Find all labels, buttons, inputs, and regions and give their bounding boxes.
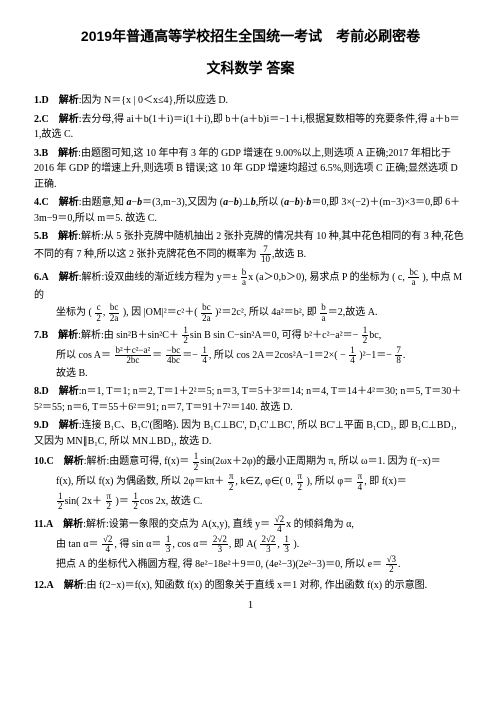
ans-5: 5.B 解析:解析:从 5 张扑克牌中随机抽出 2 张扑克牌的情况共有 10 种… <box>34 229 467 264</box>
ans-10: 10.C 解析:解析:由题意可得, f(x)＝ 12sin(2ωx＋2φ)的最小… <box>34 452 467 512</box>
ans-9: 9.D 解析:连接 B₁C、B₁C'(图略). 因为 B₁C⊥BC', D₁C'… <box>34 418 467 449</box>
ans-4: 4.C 解析:由题意,知 a−b＝(3,m−3),又因为 (a−b)⊥b,所以 … <box>34 195 467 226</box>
title-sub: 文科数学 答案 <box>34 58 467 80</box>
ans-2: 2.C 解析:去分母,得 ai＋b(1＋i)＝i(1＋i),即 b＋(a＋b)i… <box>34 112 467 143</box>
ans-6: 6.A 解析:解析:设双曲线的渐近线方程为 y＝± bax (a＞0,b＞0),… <box>34 268 467 323</box>
page: 2019年普通高等学校招生全国统一考试 考前必刷密卷 文科数学 答案 1.D 解… <box>0 0 501 614</box>
title-main: 2019年普通高等学校招生全国统一考试 考前必刷密卷 <box>34 26 467 48</box>
ans-12: 12.A 解析:由 f(2−x)＝f(x), 知函数 f(x) 的图象关于直线 … <box>34 578 467 594</box>
ans-3: 3.B 解析:由题图可知,这 10 年中有 3 年的 GDP 增速在 9.00%… <box>34 146 467 193</box>
ans-8: 8.D 解析:n＝1, T＝1; n＝2, T＝1＋2²＝5; n＝3, T＝5… <box>34 384 467 415</box>
ans-7: 7.B 解析:解析:由 sin²B＋sin²C＋ 12sin B sin C−s… <box>34 326 467 381</box>
page-number: 1 <box>34 597 467 614</box>
frac: 710 <box>260 245 271 265</box>
ans-1: 1.D 解析:因为 N＝{x | 0＜x≤4},所以应选 D. <box>34 93 467 109</box>
ans-11: 11.A 解析:解析:设第一象限的交点为 A(x,y), 直线 y＝ √24x … <box>34 515 467 575</box>
